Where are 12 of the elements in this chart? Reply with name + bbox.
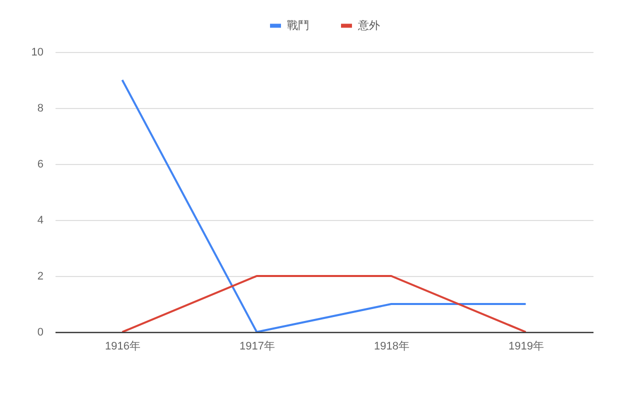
legend-label: 意外 [357, 18, 380, 32]
y-tick-label: 4 [37, 214, 44, 226]
y-tick-label: 0 [37, 326, 44, 338]
x-tick-label: 1918年 [374, 340, 410, 352]
legend-label: 戰鬥 [287, 20, 309, 32]
x-tick-label: 1917年 [240, 340, 275, 352]
x-tick-label: 1919年 [508, 340, 544, 352]
x-tick-label: 1916年 [105, 340, 140, 352]
y-tick-label: 2 [37, 270, 44, 282]
y-tick-label: 10 [31, 46, 44, 58]
y-tick-label: 8 [37, 102, 44, 114]
y-tick-label: 6 [37, 158, 44, 170]
